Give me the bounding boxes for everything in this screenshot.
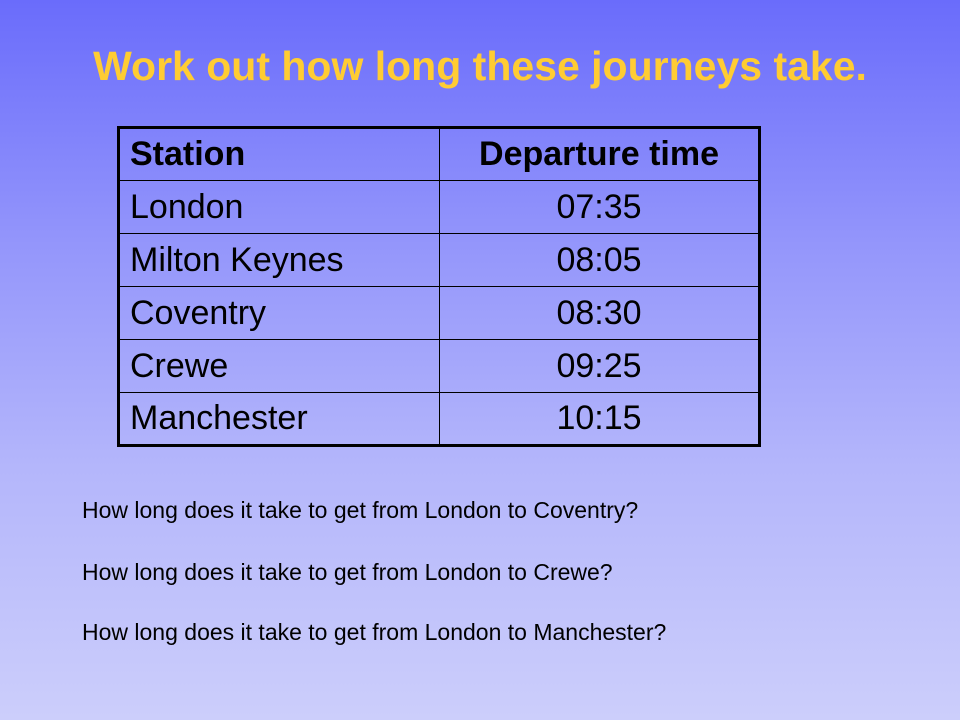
timetable: Station Departure time London 07:35 Milt… <box>117 126 761 447</box>
question-london-to-coventry: How long does it take to get from London… <box>82 497 639 523</box>
departure-time-cell: 08:30 <box>439 286 760 340</box>
table-row: Crewe 09:25 <box>118 339 760 393</box>
departure-time-column-header: Departure time <box>439 127 760 181</box>
departure-time-cell: 07:35 <box>439 180 760 234</box>
table-row: Coventry 08:30 <box>118 286 760 340</box>
table-header-row: Station Departure time <box>118 127 760 181</box>
station-cell: Manchester <box>118 392 440 446</box>
station-cell: Milton Keynes <box>118 233 440 287</box>
station-cell: Crewe <box>118 339 440 393</box>
departure-time-cell: 10:15 <box>439 392 760 446</box>
question-london-to-manchester: How long does it take to get from London… <box>82 619 667 645</box>
table-row: Milton Keynes 08:05 <box>118 233 760 287</box>
question-london-to-crewe: How long does it take to get from London… <box>82 559 613 585</box>
table-row: Manchester 10:15 <box>118 392 760 446</box>
departure-time-cell: 08:05 <box>439 233 760 287</box>
table-row: London 07:35 <box>118 180 760 234</box>
departure-time-cell: 09:25 <box>439 339 760 393</box>
slide-title: Work out how long these journeys take. <box>93 43 867 89</box>
station-cell: Coventry <box>118 286 440 340</box>
station-column-header: Station <box>118 127 440 181</box>
station-cell: London <box>118 180 440 234</box>
